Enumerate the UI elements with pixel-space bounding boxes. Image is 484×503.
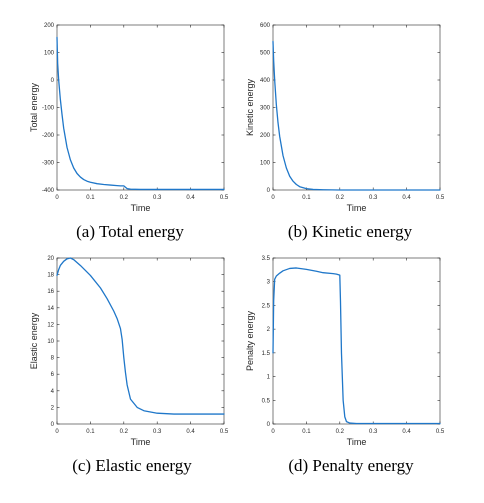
y-tick-label: -300	[42, 161, 55, 167]
x-tick-label: 0.4	[402, 195, 411, 201]
x-tick-label: 0	[55, 429, 59, 435]
y-tick-label: 8	[51, 356, 55, 362]
y-tick-label: 10	[47, 339, 54, 345]
y-tick-label: 20	[47, 256, 54, 262]
y-tick-label: 4	[51, 389, 55, 395]
x-tick-label: 0.4	[186, 195, 195, 201]
x-axis-label: Time	[131, 203, 151, 213]
x-tick-label: 0.1	[302, 429, 311, 435]
x-tick-label: 0.3	[153, 195, 162, 201]
y-tick-label: 200	[44, 23, 55, 29]
chart-panel: 0 0.1 0.2 0.3 0.4 0.5 0 2 4 6 8 10 12 14 16 18 20 Time Ela…	[29, 256, 229, 475]
x-axis-label: Time	[347, 437, 367, 447]
x-tick-label: 0.3	[153, 429, 162, 435]
y-tick-label: 300	[260, 106, 271, 112]
y-tick-label: 12	[47, 322, 54, 328]
y-tick-label: 14	[47, 306, 54, 312]
x-tick-label: 0	[271, 195, 275, 201]
x-tick-label: 0.4	[186, 429, 195, 435]
y-tick-label: 200	[260, 133, 271, 139]
y-tick-label: -400	[42, 188, 55, 194]
y-tick-label: 1.5	[262, 351, 271, 357]
y-axis-label: Penalty energy	[245, 310, 255, 371]
y-tick-label: 6	[51, 372, 55, 378]
plot-frame	[272, 257, 441, 425]
series-line	[56, 257, 225, 415]
y-tick-label: 600	[260, 23, 271, 29]
y-tick-label: 0.5	[262, 398, 271, 404]
x-tick-label: 0.2	[120, 429, 129, 435]
y-tick-label: 16	[47, 289, 54, 295]
x-tick-label: 0.3	[369, 195, 378, 201]
x-tick-label: 0.5	[436, 195, 445, 201]
chart-caption: (d) Penalty energy	[288, 456, 414, 475]
y-tick-label: 100	[44, 51, 55, 57]
y-axis-label: Elastic energy	[29, 312, 39, 369]
y-tick-label: 500	[260, 51, 271, 57]
y-tick-label: 0	[51, 422, 55, 428]
x-tick-label: 0.2	[120, 195, 129, 201]
y-tick-label: 0	[267, 422, 271, 428]
y-tick-label: 3.5	[262, 256, 271, 262]
chart-caption: (a) Total energy	[76, 222, 184, 241]
x-tick-label: 0	[55, 195, 59, 201]
chart-panel: 0 0.1 0.2 0.3 0.4 0.5 0 100 200 300 400 500 600 Time K…	[245, 23, 445, 241]
x-tick-label: 0.3	[369, 429, 378, 435]
y-axis-label: Total energy	[29, 82, 39, 132]
y-tick-label: 2	[267, 327, 271, 333]
series-line	[272, 267, 441, 425]
x-tick-label: 0.2	[336, 429, 345, 435]
plot-frame	[56, 257, 225, 425]
y-tick-label: 2.5	[262, 303, 271, 309]
y-tick-label: 18	[47, 273, 54, 279]
y-tick-label: 0	[267, 188, 271, 194]
series-line	[272, 40, 441, 191]
chart-panel: 0 0.1 0.2 0.3 0.4 0.5 0 0.5 1 1.5 2 2.5 3 3.5 Time Pena…	[245, 256, 445, 475]
y-tick-label: -200	[42, 133, 55, 139]
x-tick-label: 0.2	[336, 195, 345, 201]
series-line	[56, 36, 225, 191]
y-tick-label: -100	[42, 106, 55, 112]
x-tick-label: 0.4	[402, 429, 411, 435]
y-tick-label: 100	[260, 161, 271, 167]
x-tick-label: 0.1	[86, 429, 95, 435]
x-axis-label: Time	[131, 437, 151, 447]
plot-frame	[56, 24, 225, 191]
x-tick-label: 0.5	[436, 429, 445, 435]
x-tick-label: 0.1	[86, 195, 95, 201]
y-tick-label: 3	[267, 280, 271, 286]
y-tick-label: 1	[267, 375, 271, 381]
chart-caption: (c) Elastic energy	[72, 456, 192, 475]
chart-panel: 0 0.1 0.2 0.3 0.4 0.5 -400 -300 -200 -100 0 100 200 T…	[29, 23, 229, 241]
x-tick-label: 0	[271, 429, 275, 435]
x-tick-label: 0.5	[220, 429, 229, 435]
x-axis-label: Time	[347, 203, 367, 213]
x-tick-label: 0.1	[302, 195, 311, 201]
y-tick-label: 400	[260, 78, 271, 84]
y-axis-label: Kinetic energy	[245, 78, 255, 136]
plot-frame	[272, 24, 441, 191]
y-tick-label: 2	[51, 405, 55, 411]
x-tick-label: 0.5	[220, 195, 229, 201]
y-tick-label: 0	[51, 78, 55, 84]
chart-caption: (b) Kinetic energy	[288, 222, 413, 241]
